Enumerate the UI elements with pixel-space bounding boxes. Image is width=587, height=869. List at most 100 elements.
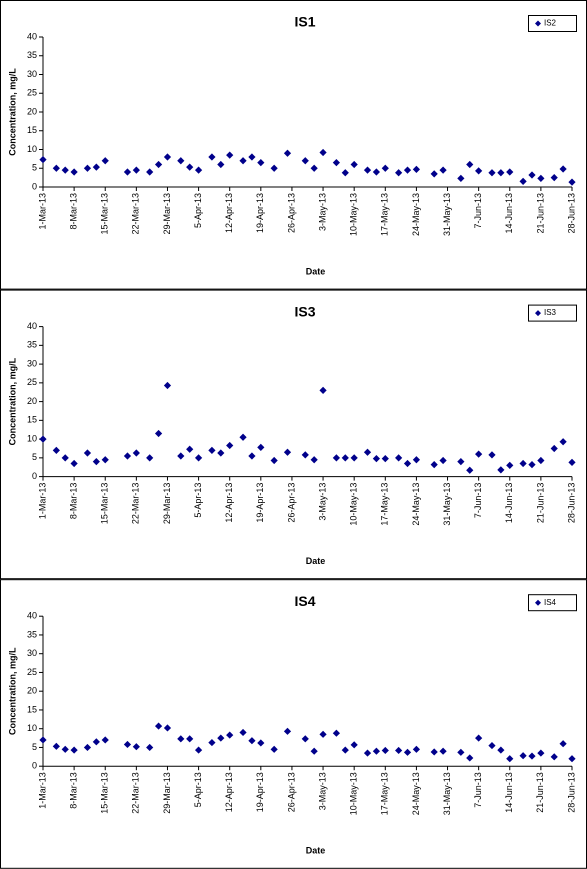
data-point <box>550 174 558 182</box>
y-tick-label: 40 <box>27 611 37 621</box>
data-point <box>177 452 185 460</box>
data-point <box>70 459 78 468</box>
x-tick-label: 15-Mar-13 <box>100 193 110 235</box>
x-tick-label: 19-Apr-13 <box>255 483 265 523</box>
data-point <box>466 754 474 762</box>
y-tick-label: 10 <box>27 144 37 154</box>
x-tick-label: 10-May-13 <box>349 193 359 236</box>
x-tick-label: 28-Jun-13 <box>566 193 576 234</box>
x-tick-label: 24-May-13 <box>411 772 421 815</box>
data-point <box>39 156 47 164</box>
data-point <box>319 386 327 394</box>
data-point <box>528 752 536 760</box>
data-point <box>559 165 567 173</box>
data-point <box>430 748 438 756</box>
data-point <box>332 159 340 167</box>
data-point <box>301 451 309 459</box>
x-axis-title: Date <box>306 846 326 856</box>
data-point <box>395 169 403 177</box>
data-point <box>163 724 172 732</box>
x-tick-label: 17-May-13 <box>380 772 390 815</box>
y-tick-label: 30 <box>27 648 37 658</box>
legend-label: IS4 <box>544 598 557 607</box>
x-tick-label: 21-Jun-13 <box>535 772 545 813</box>
y-tick-label: 35 <box>27 340 37 350</box>
x-tick-label: 28-Jun-13 <box>566 483 576 524</box>
legend-box <box>528 304 577 322</box>
y-tick-label: 20 <box>27 396 37 406</box>
data-point <box>257 159 265 167</box>
data-point <box>52 742 60 750</box>
data-point <box>519 752 527 760</box>
chart-title: IS1 <box>294 14 315 30</box>
y-tick-label: 30 <box>27 358 37 368</box>
data-point <box>430 461 438 469</box>
y-tick-label: 15 <box>27 415 37 425</box>
x-tick-label: 7-Jun-13 <box>473 483 483 519</box>
data-point <box>194 454 203 462</box>
data-point <box>332 729 340 737</box>
data-point <box>52 446 60 454</box>
x-tick-label: 29-Mar-13 <box>162 483 172 525</box>
data-point <box>248 737 256 745</box>
y-tick-label: 35 <box>27 50 37 60</box>
data-point <box>123 740 132 749</box>
data-point <box>208 153 216 161</box>
data-point <box>83 449 92 457</box>
data-point <box>146 743 154 752</box>
data-point <box>163 381 172 390</box>
x-tick-label: 10-May-13 <box>349 483 359 526</box>
data-point <box>310 164 318 172</box>
y-tick-label: 20 <box>27 686 37 696</box>
data-point <box>239 728 247 737</box>
legend-label: IS3 <box>544 308 557 317</box>
data-point <box>519 177 527 185</box>
data-point <box>70 168 78 176</box>
data-point <box>186 735 194 743</box>
data-point <box>372 168 381 176</box>
data-point <box>208 738 216 747</box>
data-point <box>519 459 527 468</box>
x-tick-label: 8-Mar-13 <box>68 772 78 809</box>
data-point <box>341 746 349 754</box>
data-point <box>70 746 78 754</box>
data-point <box>350 454 358 462</box>
y-tick-label: 25 <box>27 667 37 677</box>
data-point <box>92 458 100 466</box>
x-tick-label: 10-May-13 <box>349 772 359 815</box>
data-point <box>146 454 154 462</box>
data-point <box>439 747 447 755</box>
x-tick-label: 22-Mar-13 <box>131 772 141 814</box>
data-point <box>301 157 309 165</box>
x-tick-label: 17-May-13 <box>380 483 390 526</box>
data-point <box>497 746 505 754</box>
data-point <box>132 449 140 457</box>
data-point <box>412 456 421 464</box>
data-point <box>497 169 505 177</box>
data-point <box>301 735 309 743</box>
x-tick-label: 12-Apr-13 <box>224 193 234 233</box>
data-point <box>466 160 474 169</box>
data-point <box>83 164 92 172</box>
data-point <box>194 166 203 174</box>
x-tick-label: 14-Jun-13 <box>504 483 514 524</box>
x-tick-label: 5-Apr-13 <box>193 483 203 518</box>
data-point <box>217 734 225 742</box>
y-tick-label: 15 <box>27 125 37 135</box>
data-point <box>466 466 474 474</box>
data-point <box>381 455 389 463</box>
data-point <box>248 452 256 460</box>
data-point <box>101 736 109 744</box>
data-point <box>319 148 327 157</box>
data-point <box>92 163 100 171</box>
y-tick-label: 5 <box>32 742 37 752</box>
data-point <box>550 444 558 453</box>
data-point <box>208 446 216 454</box>
x-tick-label: 21-Jun-13 <box>535 483 545 524</box>
data-point <box>439 166 447 174</box>
data-point <box>146 168 154 176</box>
data-point <box>177 735 185 743</box>
data-point <box>550 753 558 761</box>
x-tick-label: 8-Mar-13 <box>68 483 78 520</box>
data-point <box>488 741 496 750</box>
